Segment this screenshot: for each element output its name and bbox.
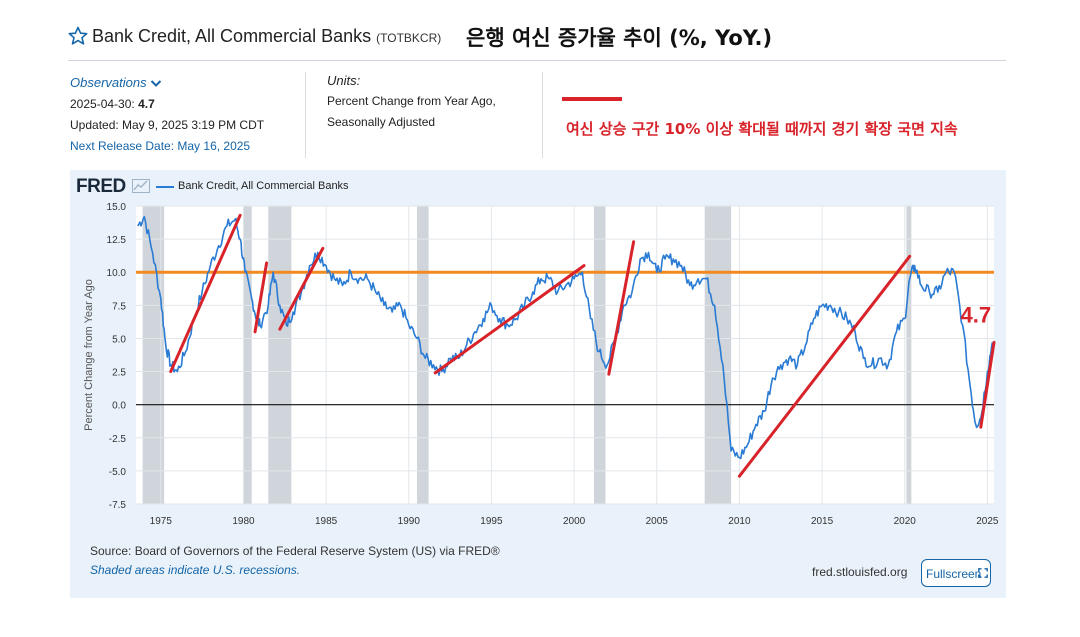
x-tick-label: 1990 <box>398 516 421 527</box>
korean-annotation: 여신 상승 구간 10% 이상 확대될 때까지 경기 확장 국면 지속 <box>566 120 958 138</box>
source-note: Source: Board of Governors of the Federa… <box>90 544 500 558</box>
x-tick-label: 1980 <box>232 516 255 527</box>
trend-line <box>278 246 325 331</box>
plot-area <box>136 206 994 504</box>
trend-line <box>253 261 269 334</box>
expand-icon <box>978 568 988 578</box>
x-tick-label: 1985 <box>315 516 338 527</box>
latest-observation: 2025-04-30: 4.7 <box>70 94 264 115</box>
fred-site-link[interactable]: fred.stlouisfed.org <box>812 565 908 579</box>
x-tick-label: 2020 <box>894 516 917 527</box>
y-tick-label: 2.5 <box>112 368 126 379</box>
trend-line <box>737 254 912 478</box>
y-tick-label: 7.5 <box>112 301 126 312</box>
page-header: Bank Credit, All Commercial Banks (TOTBK… <box>68 22 1008 58</box>
y-tick-label: 5.0 <box>112 334 126 345</box>
fred-graph-icon <box>132 179 150 193</box>
y-tick-label: -7.5 <box>109 500 127 511</box>
y-tick-label: -5.0 <box>109 467 127 478</box>
x-tick-label: 2025 <box>976 516 999 527</box>
series-code: (TOTBKCR) <box>376 31 442 45</box>
chart-container: 15.0 12.5 10.0 7.5 5.0 2.5 0.0 -2.5 -5.0 -7.5 1975… <box>70 170 1006 598</box>
x-tick-label: 2005 <box>646 516 669 527</box>
chevron-down-icon[interactable] <box>150 79 162 88</box>
recession-band <box>268 206 292 504</box>
y-tick-label: -2.5 <box>109 434 127 445</box>
y-tick-label: 12.5 <box>107 235 127 246</box>
y-tick-label: 0.0 <box>112 401 126 412</box>
next-release-link[interactable]: Next Release Date: May 16, 2025 <box>70 139 251 153</box>
recession-band <box>243 206 252 504</box>
trend-line <box>169 213 242 374</box>
fullscreen-button[interactable]: Fullscreen <box>921 559 991 587</box>
units-panel: Units: Percent Change from Year Ago, Sea… <box>327 70 496 133</box>
series-title: Bank Credit, All Commercial Banks (TOTBK… <box>92 26 441 47</box>
units-line-1: Percent Change from Year Ago, <box>327 94 496 108</box>
x-tick-label: 2010 <box>728 516 751 527</box>
y-tick-label: 10.0 <box>107 268 127 279</box>
observation-value: 4.7 <box>138 97 155 111</box>
trend-line <box>979 340 996 429</box>
observations-label[interactable]: Observations <box>70 75 147 90</box>
series-line <box>137 215 994 460</box>
x-tick-label: 2015 <box>811 516 834 527</box>
meta-divider-1 <box>305 72 306 158</box>
trend-line <box>607 240 636 376</box>
line-chart: 15.0 12.5 10.0 7.5 5.0 2.5 0.0 -2.5 -5.0 -7.5 1975… <box>83 202 999 527</box>
series-legend-label: Bank Credit, All Commercial Banks <box>178 180 349 192</box>
series-title-text: Bank Credit, All Commercial Banks <box>92 26 372 46</box>
recession-note: Shaded areas indicate U.S. recessions. <box>90 563 301 577</box>
recession-band <box>906 206 912 504</box>
fullscreen-label: Fullscreen <box>926 567 982 581</box>
units-line-2: Seasonally Adjusted <box>327 115 436 129</box>
fred-logo: FRED <box>76 176 126 197</box>
observation-date: 2025-04-30: <box>70 97 135 111</box>
recession-band <box>704 206 732 504</box>
units-label: Units: <box>327 73 361 88</box>
trend-line <box>433 264 586 375</box>
recession-band <box>142 206 165 504</box>
updated-text: Updated: May 9, 2025 3:19 PM CDT <box>70 118 265 132</box>
y-tick-label: 15.0 <box>107 202 127 213</box>
trend-legend-swatch <box>562 97 622 101</box>
header-divider <box>68 60 1006 61</box>
x-tick-label: 2000 <box>563 516 586 527</box>
korean-title: 은행 여신 증가율 추이 (%, YoY.) <box>466 26 773 50</box>
star-icon[interactable] <box>68 26 88 46</box>
observations-dropdown[interactable]: Observations <box>70 72 264 94</box>
meta-divider-2 <box>542 72 543 158</box>
y-axis-label: Percent Change from Year Ago <box>83 279 95 431</box>
observations-panel: Observations 2025-04-30: 4.7 Updated: Ma… <box>70 72 264 157</box>
x-tick-label: 1975 <box>150 516 173 527</box>
recession-band <box>593 206 606 504</box>
series-legend-swatch <box>156 186 174 188</box>
latest-value-label: 4.7 <box>961 303 992 328</box>
x-tick-label: 1995 <box>480 516 503 527</box>
